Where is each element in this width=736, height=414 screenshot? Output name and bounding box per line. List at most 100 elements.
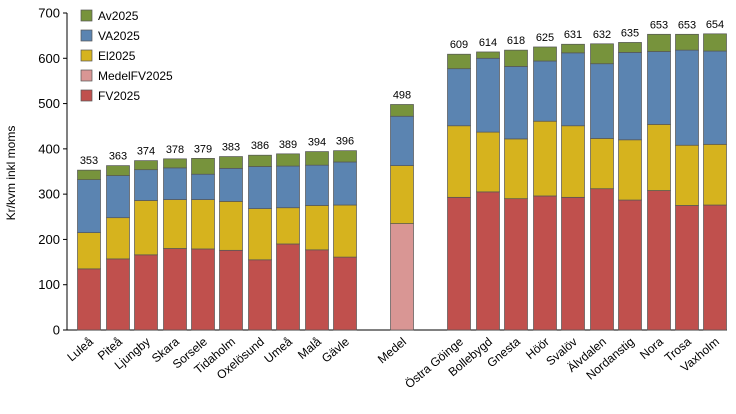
bar-segment-fv2025 [504, 198, 528, 331]
legend-label: VA2025 [98, 29, 140, 43]
total-label: 394 [308, 137, 326, 149]
bar-segment-el2025 [305, 205, 329, 251]
total-label: 614 [479, 37, 497, 49]
total-label: 383 [222, 142, 240, 154]
bar-segment-el2025 [703, 143, 727, 206]
bar-segment-fv2025 [219, 249, 243, 331]
bar-segment-va2025 [219, 167, 243, 202]
bar-segment-av2025 [134, 160, 158, 171]
category-label: Luleå [64, 334, 96, 364]
legend-label: FV2025 [98, 89, 140, 103]
bar-segment-el2025 [504, 138, 528, 200]
total-label: 632 [593, 29, 611, 41]
bar-segment-el2025 [276, 207, 300, 245]
y-tick-label: 0 [53, 323, 60, 338]
bar-segment-el2025 [163, 199, 187, 249]
total-label: 653 [650, 19, 668, 31]
total-label: 618 [507, 35, 525, 47]
bar-segment-va2025 [590, 63, 614, 139]
total-label: 378 [166, 144, 184, 156]
legend-swatch [80, 49, 93, 62]
bar-segment-va2025 [248, 166, 272, 209]
legend-swatch [80, 9, 93, 22]
y-tick-label: 300 [38, 187, 60, 202]
bar-segment-av2025 [447, 53, 471, 70]
bar-segment-el2025 [390, 165, 414, 224]
bar-segment-va2025 [305, 164, 329, 206]
bar-segment-va2025 [191, 173, 215, 200]
category-label: Medel [375, 335, 409, 367]
total-label: 609 [450, 39, 468, 51]
bar-segment-el2025 [77, 232, 101, 270]
y-tick-label: 700 [38, 6, 60, 21]
bar-segment-va2025 [106, 175, 130, 219]
bar-segment-av2025 [476, 51, 500, 59]
bar-segment-va2025 [390, 115, 414, 166]
total-label: 631 [564, 29, 582, 41]
total-label: 396 [336, 136, 354, 148]
bar-segment-fv2025 [476, 191, 500, 331]
bar-segment-va2025 [333, 161, 357, 206]
y-tick-label: 400 [38, 141, 60, 156]
bar-segment-fv2025 [703, 204, 727, 331]
total-label: 363 [109, 151, 127, 163]
legend: Av2025 VA2025 El2025 MedelFV2025 FV2025 [80, 9, 173, 103]
total-label: 379 [194, 143, 212, 155]
bar-segment-va2025 [561, 52, 585, 127]
bar-segment-va2025 [77, 179, 101, 233]
total-label: 498 [393, 89, 411, 101]
bar-segment-fv2025 [533, 195, 557, 331]
legend-label: MedelFV2025 [98, 69, 173, 83]
bar-segment-el2025 [447, 125, 471, 198]
bar-segment-fv2025 [675, 205, 699, 331]
bar-segment-el2025 [675, 144, 699, 206]
bar-segment-av2025 [77, 169, 101, 181]
category-label: Gävle [319, 334, 352, 365]
bar-segment-fv2025 [447, 196, 471, 331]
bar-segment-fv2025 [77, 268, 101, 331]
bar-segment-el2025 [191, 199, 215, 250]
total-label: 625 [536, 32, 554, 44]
bar-segment-av2025 [219, 156, 243, 169]
legend-swatch [80, 69, 93, 82]
bar-segment-fv2025 [590, 188, 614, 331]
legend-label: Av2025 [98, 9, 139, 23]
bar-segment-fv2025 [333, 256, 357, 331]
category-label: Nora [637, 334, 666, 362]
bar-segment-av2025 [675, 33, 699, 51]
bar-segment-fv2025 [248, 259, 272, 331]
bar-segment-va2025 [163, 167, 187, 200]
bar-segment-el2025 [248, 208, 272, 261]
total-label: 653 [678, 19, 696, 31]
bar-segment-va2025 [675, 49, 699, 146]
bar-segment-av2025 [561, 43, 585, 54]
category-labels: Luleå PiteåLjungbySkaraSorseleTidaholmOxe… [64, 334, 722, 391]
y-tick-label: 600 [38, 51, 60, 66]
total-label: 654 [706, 19, 724, 31]
bar-segment-av2025 [276, 153, 300, 167]
bar-segment-va2025 [504, 66, 528, 140]
bar-segment-el2025 [590, 138, 614, 190]
bar-segment-el2025 [533, 120, 557, 197]
bar-segment-av2025 [390, 104, 414, 117]
bar-segment-el2025 [476, 131, 500, 193]
bar-segment-el2025 [618, 139, 642, 201]
bar-segment-fv2025 [647, 190, 671, 331]
bar-segment-medelfv2025 [390, 223, 414, 331]
bar-segment-fv2025 [163, 248, 187, 331]
total-label: 635 [621, 27, 639, 39]
legend-swatch [80, 29, 93, 42]
bar-segment-fv2025 [276, 243, 300, 331]
y-tick-label: 500 [38, 96, 60, 111]
total-label: 374 [137, 146, 155, 158]
bar-segment-fv2025 [305, 249, 329, 331]
bar-segment-av2025 [248, 154, 272, 167]
bar-segment-fv2025 [106, 258, 130, 331]
bar-segment-av2025 [647, 33, 671, 52]
bar-segment-va2025 [447, 68, 471, 127]
bar-segment-va2025 [134, 169, 158, 201]
bar-stacks [77, 33, 727, 331]
bar-segment-av2025 [504, 49, 528, 67]
legend-swatch [80, 89, 93, 102]
legend-label: El2025 [98, 49, 136, 63]
